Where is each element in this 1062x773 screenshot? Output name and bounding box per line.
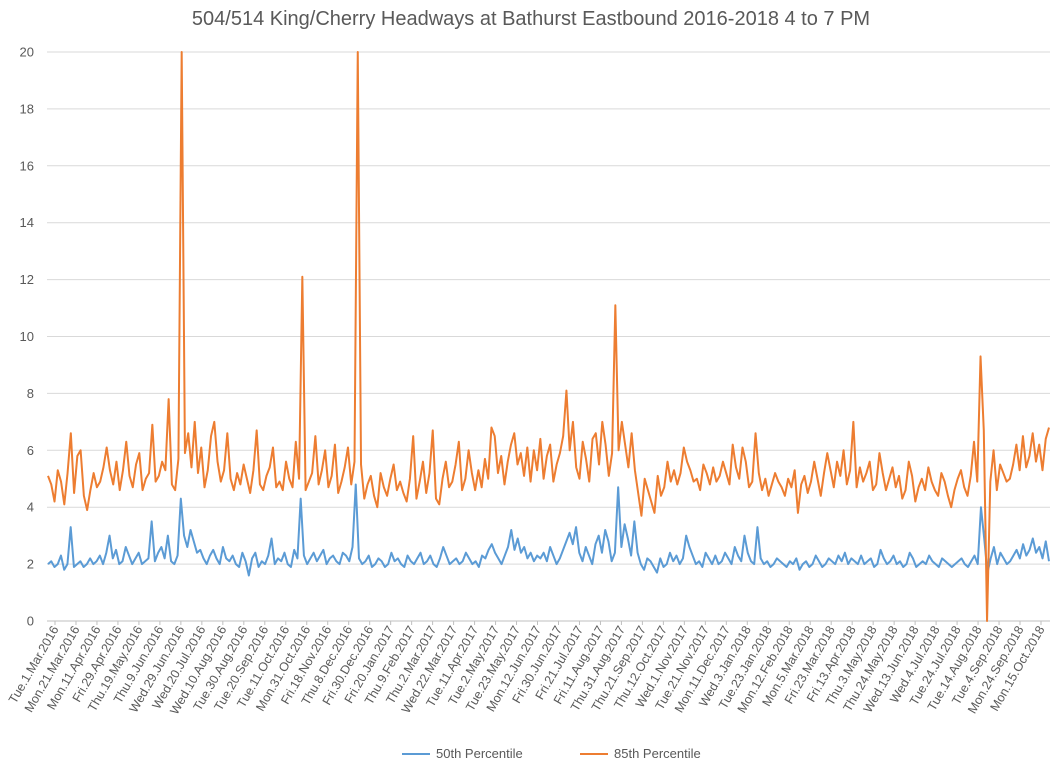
y-tick-label: 0 bbox=[27, 614, 34, 629]
series-line-85th bbox=[47, 51, 1050, 622]
y-tick-label: 12 bbox=[20, 272, 34, 287]
legend-label: 50th Percentile bbox=[436, 746, 523, 761]
y-tick-label: 2 bbox=[27, 557, 34, 572]
y-tick-label: 4 bbox=[27, 500, 34, 515]
series-lines bbox=[47, 51, 1050, 622]
axes: 02468101214161820Tue.1.Mar.2016Mon.21.Ma… bbox=[6, 45, 1048, 717]
y-tick-label: 16 bbox=[20, 158, 34, 173]
y-tick-label: 20 bbox=[20, 45, 34, 60]
gridlines bbox=[47, 51, 1050, 622]
y-tick-label: 14 bbox=[20, 215, 34, 230]
y-tick-label: 10 bbox=[20, 329, 34, 344]
chart-title: 504/514 King/Cherry Headways at Bathurst… bbox=[191, 8, 871, 30]
y-tick-label: 6 bbox=[27, 443, 34, 458]
series-line-50th bbox=[47, 483, 1050, 577]
legend-label: 85th Percentile bbox=[614, 746, 701, 761]
y-tick-label: 18 bbox=[20, 101, 34, 116]
legend: 50th Percentile 85th Percentile bbox=[402, 746, 701, 761]
y-tick-label: 8 bbox=[27, 386, 34, 401]
